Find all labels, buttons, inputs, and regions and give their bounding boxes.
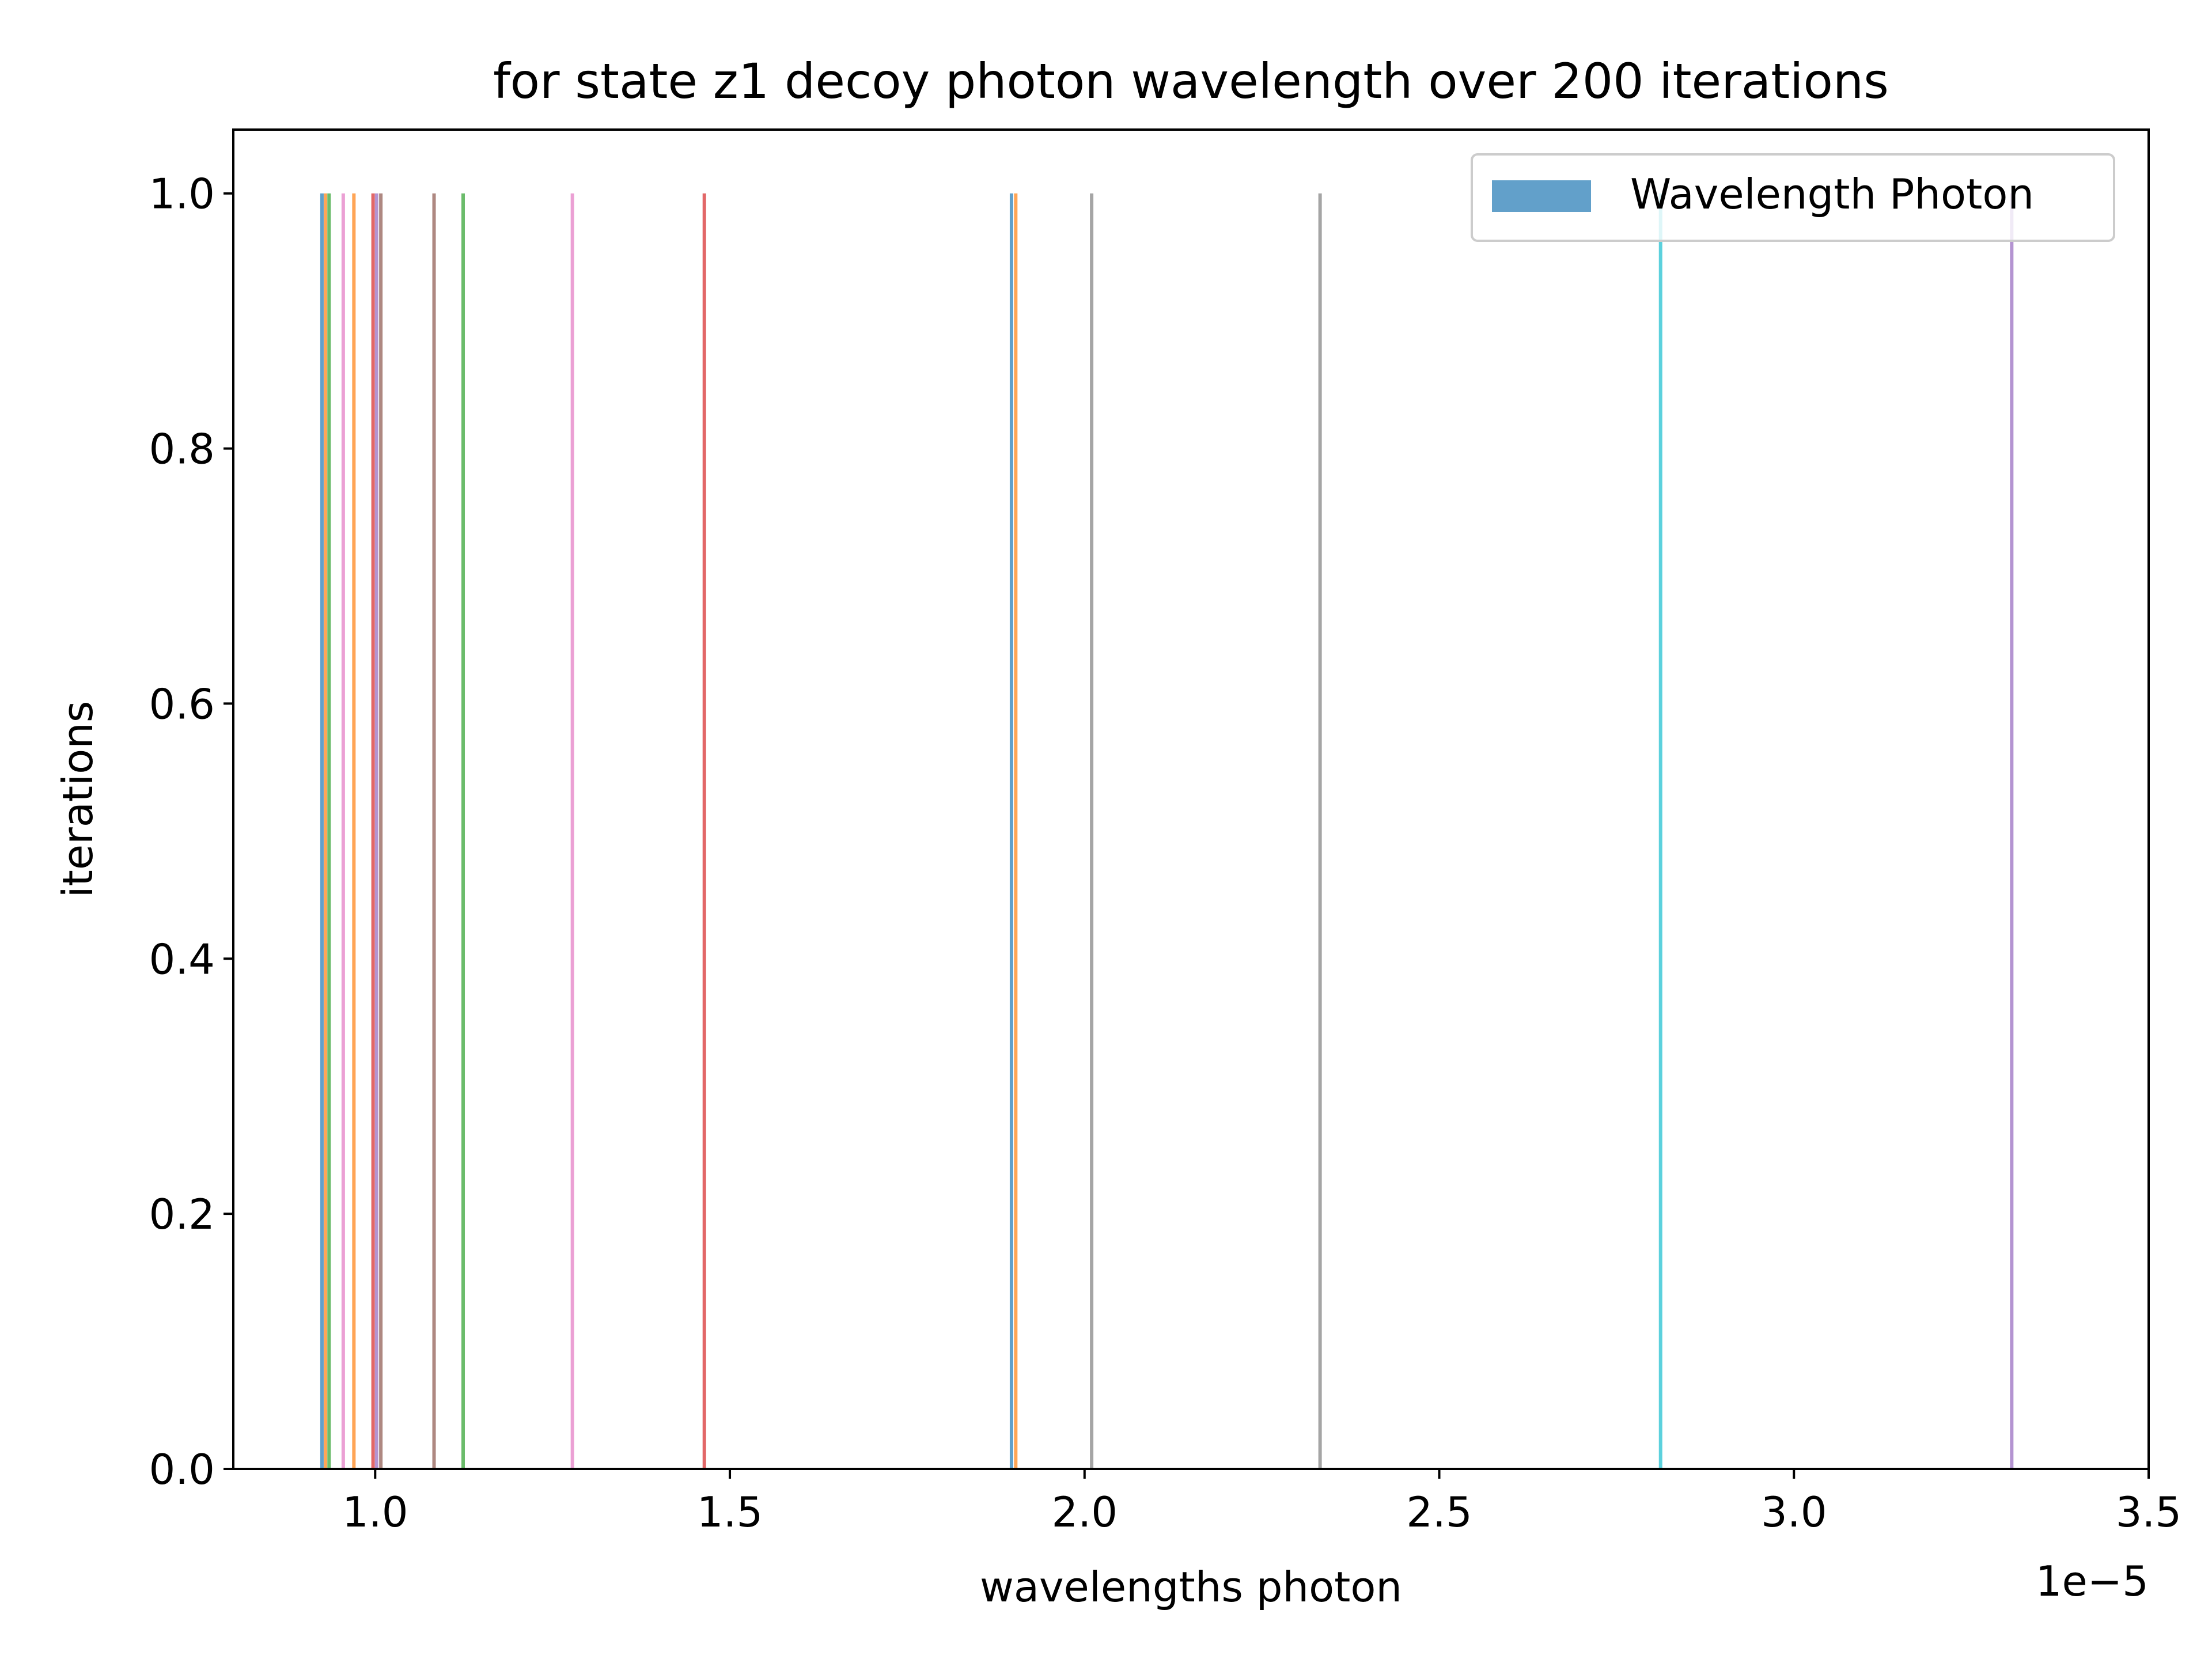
x-tick-label: 3.5: [2116, 1488, 2182, 1536]
legend: Wavelength Photon: [1471, 153, 2115, 242]
legend-box: [1471, 153, 2115, 242]
histogram-bar: [1658, 193, 1662, 1469]
histogram-bar: [570, 193, 574, 1469]
legend-label: Wavelength Photon: [1630, 170, 2034, 218]
histogram-bar: [379, 193, 383, 1469]
legend-swatch: [1492, 180, 1591, 212]
x-tick-label: 1.0: [342, 1488, 408, 1536]
x-tick-label: 3.0: [1761, 1488, 1827, 1536]
histogram-bar: [1014, 193, 1018, 1469]
x-axis-ticks: 1.0 1.5 2.0 2.5 3.0 3.5: [342, 1469, 2181, 1536]
histogram-bar: [371, 193, 375, 1469]
x-axis-label: wavelengths photon: [980, 1563, 1402, 1611]
histogram-bar: [341, 193, 345, 1469]
y-tick-label: 0.8: [149, 425, 215, 474]
histogram-bar: [352, 193, 356, 1469]
x-tick-label: 2.5: [1406, 1488, 1472, 1536]
histogram-bar: [702, 193, 706, 1469]
y-tick-label: 1.0: [149, 170, 215, 218]
histogram-bar: [461, 193, 465, 1469]
histogram-bar: [1090, 193, 1094, 1469]
bars-layer: [320, 193, 2014, 1469]
x-tick-label: 2.0: [1052, 1488, 1118, 1536]
y-tick-label: 0.6: [149, 680, 215, 728]
axes-frame: [232, 128, 2150, 1470]
y-tick-label: 0.0: [149, 1445, 215, 1494]
chart-title: for state z1 decoy photon wavelength ove…: [493, 53, 1889, 109]
y-axis-ticks: 0.0 0.2 0.4 0.6 0.8 1.0: [149, 170, 233, 1494]
histogram-bar: [432, 193, 436, 1469]
histogram-bar: [1318, 193, 1322, 1469]
x-tick-label: 1.5: [697, 1488, 763, 1536]
histogram-bar: [374, 193, 378, 1469]
x-axis-offset-label: 1e−5: [2036, 1557, 2149, 1605]
y-tick-label: 0.2: [149, 1190, 215, 1238]
histogram-bar: [320, 193, 324, 1469]
histogram-bar: [327, 193, 331, 1469]
y-tick-label: 0.4: [149, 935, 215, 983]
plot-area: [233, 130, 2149, 1469]
histogram-bar: [324, 193, 328, 1469]
histogram-bar: [2010, 193, 2014, 1469]
histogram-bar: [1009, 193, 1013, 1469]
y-axis-label: iterations: [54, 701, 102, 898]
